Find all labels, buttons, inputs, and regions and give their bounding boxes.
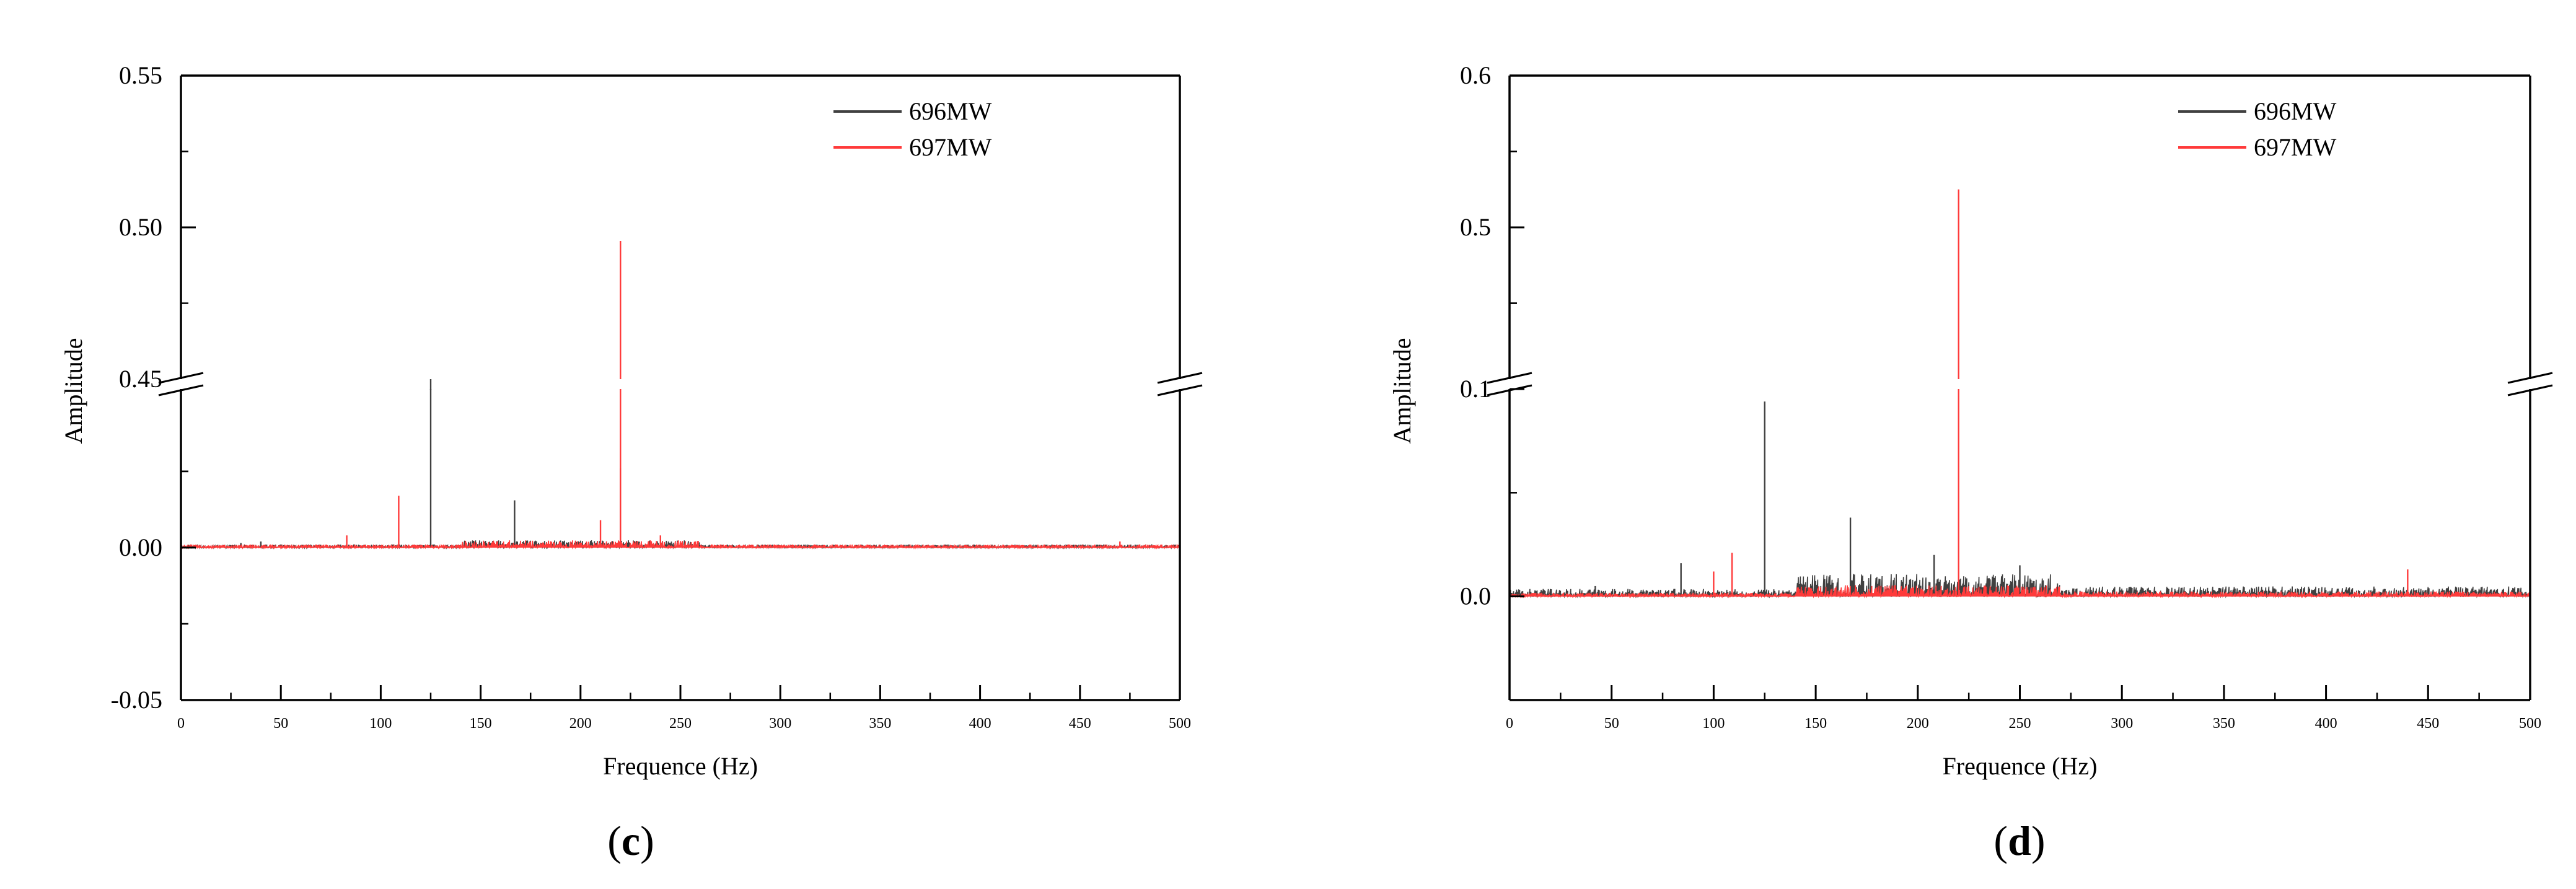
x-tick-label: 250: [2009, 716, 2031, 732]
x-tick-label: 150: [1805, 716, 1827, 732]
axis-break-mark: [1487, 372, 1532, 396]
panel-c: 0 50 100 150 200 250 300 350 400 450 500 -0.05 0.00 0…: [59, 61, 1203, 864]
x-tick-label: 200: [1907, 716, 1929, 732]
series-baseline-697MW: [1510, 585, 2530, 598]
x-tick-label: 300: [2111, 716, 2133, 732]
y-tick-label: 0.00: [119, 533, 162, 561]
x-tick-label: 400: [969, 716, 991, 732]
x-tick-label: 50: [1604, 716, 1619, 732]
legend-label-697MW: 697MW: [909, 133, 992, 161]
y-axis-label: Amplitude: [1388, 338, 1416, 444]
y-axis-label: Amplitude: [59, 338, 87, 444]
x-tick-label: 0: [177, 716, 185, 732]
y-tick-label: 0.0: [1460, 582, 1491, 610]
panel-label: (c): [607, 817, 654, 864]
x-axis-label: Frequence (Hz): [603, 752, 758, 780]
x-tick-label: 50: [273, 716, 288, 732]
y-tick-label: 0.5: [1460, 213, 1491, 241]
x-tick-label: 100: [369, 716, 392, 732]
y-tick-label: 0.6: [1460, 61, 1491, 89]
series-baseline-697MW: [181, 540, 1180, 550]
panel-label: (d): [1994, 817, 2045, 864]
legend-label-696MW: 696MW: [909, 97, 992, 125]
x-tick-label: 350: [869, 716, 891, 732]
x-tick-label: 150: [470, 716, 492, 732]
y-tick-label: -0.05: [111, 686, 162, 714]
x-tick-label: 500: [2519, 716, 2541, 732]
x-tick-label: 400: [2315, 716, 2337, 732]
legend-label-696MW: 696MW: [2254, 97, 2337, 125]
x-tick-label: 250: [669, 716, 692, 732]
legend: 696MW 697MW: [2178, 97, 2337, 161]
x-tick-label: 0: [1506, 716, 1513, 732]
y-tick-label: 0.1: [1460, 375, 1491, 403]
axes: [1487, 74, 2553, 701]
x-tick-label: 500: [1169, 716, 1191, 732]
x-tick-label: 450: [2417, 716, 2439, 732]
axes: [158, 74, 1203, 701]
axis-break-mark: [158, 372, 204, 396]
x-axis-label: Frequence (Hz): [1943, 752, 2098, 780]
series-696MW: [1510, 401, 2530, 598]
series-696MW: [181, 379, 1180, 550]
y-tick-label: 0.45: [119, 365, 162, 393]
x-tick-label: 350: [2213, 716, 2235, 732]
axis-break-mark: [2507, 372, 2553, 396]
series-697MW: [181, 241, 1180, 550]
series-697MW: [1510, 189, 2530, 598]
y-tick-label: 0.50: [119, 213, 162, 241]
legend: 696MW 697MW: [833, 97, 992, 161]
x-tick-label: 100: [1702, 716, 1725, 732]
y-tick-label: 0.55: [119, 61, 162, 89]
legend-label-697MW: 697MW: [2254, 133, 2337, 161]
axis-break-mark: [1157, 372, 1203, 396]
panel-d: 0 50 100 150 200 250 300 350 400 450 500 0.0 0.1 0.5 0…: [1388, 61, 2553, 864]
x-tick-label: 300: [769, 716, 791, 732]
x-tick-label: 450: [1069, 716, 1091, 732]
x-tick-label: 200: [569, 716, 592, 732]
